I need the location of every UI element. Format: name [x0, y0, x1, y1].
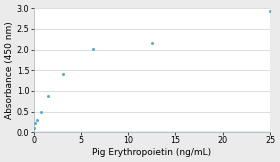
Y-axis label: Absorbance (450 nm): Absorbance (450 nm) — [5, 21, 14, 119]
X-axis label: Pig Erythropoietin (ng/mL): Pig Erythropoietin (ng/mL) — [92, 148, 211, 157]
